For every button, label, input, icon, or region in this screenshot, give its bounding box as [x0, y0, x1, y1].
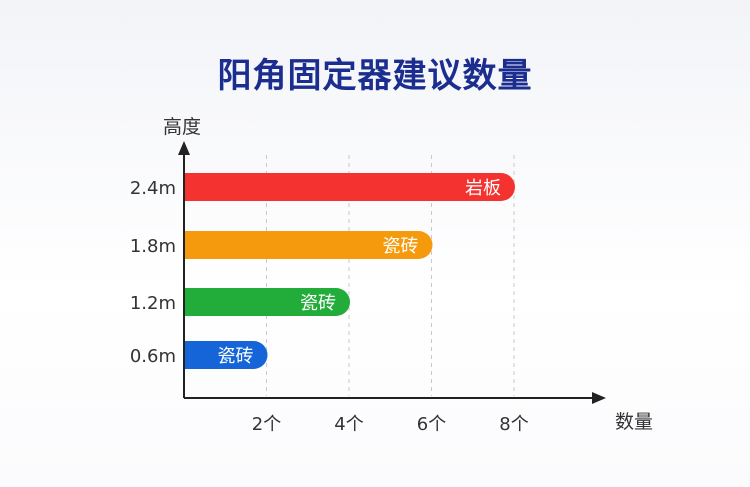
x-axis-arrow	[592, 392, 606, 404]
bar-label: 瓷砖	[218, 346, 254, 367]
bar	[185, 288, 350, 316]
axes: 高度 数量	[163, 116, 653, 433]
y-axis-title: 高度	[163, 116, 201, 138]
chart-title: 阳角固定器建议数量	[217, 56, 533, 96]
y-tick-label: 0.6m	[130, 346, 176, 367]
y-tick-label: 1.2m	[130, 293, 176, 314]
bar	[185, 341, 268, 369]
tick-labels: 2个 4个 6个 8个 0.6m 1.2m 1.8m 2.4m	[130, 178, 529, 435]
bar-label: 瓷砖	[383, 236, 419, 257]
x-tick-label: 2个	[252, 414, 281, 435]
x-tick-label: 8个	[499, 414, 528, 435]
bar	[185, 173, 515, 201]
y-tick-label: 1.8m	[130, 236, 176, 257]
bar-label: 瓷砖	[300, 293, 336, 314]
y-axis-arrow	[178, 141, 190, 155]
x-axis-title: 数量	[615, 411, 653, 433]
x-tick-label: 6个	[417, 414, 446, 435]
bar-label: 岩板	[465, 178, 501, 199]
y-tick-label: 2.4m	[130, 178, 176, 199]
bar	[185, 231, 433, 259]
x-tick-label: 4个	[334, 414, 363, 435]
